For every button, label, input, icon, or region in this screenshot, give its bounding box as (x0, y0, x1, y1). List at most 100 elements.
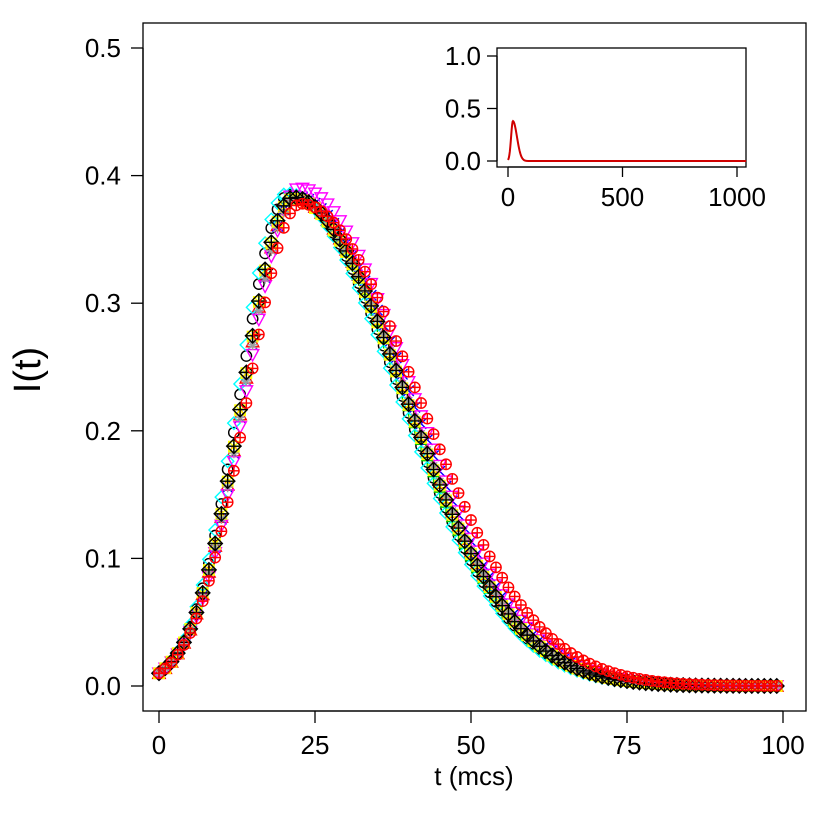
marker-circle-plus-lines (490, 562, 502, 573)
marker-diamond-plus-lines (413, 430, 429, 445)
marker-circle-plus-lines (297, 198, 308, 209)
x-axis: 0 25 50 75 100 t (mcs) (152, 710, 805, 791)
marker-triangle-down (488, 579, 504, 593)
marker-diamond-plus-lines (407, 413, 423, 429)
inset-y-axis: 0.0 0.5 1.0 (445, 41, 498, 176)
marker-circle-plus-lines (328, 217, 339, 228)
marker-circle-plus-lines (628, 672, 639, 683)
marker-circle-plus-lines (615, 669, 626, 681)
marker-diamond-plus-lines (239, 365, 254, 380)
marker-diamond-plus-lines (257, 262, 273, 277)
marker-triangle-down (507, 606, 523, 621)
marker-triangle-down (357, 263, 373, 277)
inset-x-axis: 0 500 1000 (501, 166, 766, 212)
marker-circle-plus-lines (228, 465, 240, 476)
data-series-group (150, 182, 785, 695)
marker-diamond-plus-lines (463, 546, 479, 561)
main-plot-area: 0 25 50 75 100 t (mcs) 0.0 0.1 0.2 0.3 0.4 0.5 I(t) (7, 22, 807, 791)
data-series (150, 189, 785, 695)
marker-circle-plus-lines (197, 595, 208, 607)
marker-circle-plus-lines (222, 497, 233, 508)
marker-circle-plus-lines (322, 211, 333, 222)
marker-circle-plus-lines (334, 225, 346, 236)
x-tick-label: 75 (613, 730, 642, 760)
marker-triangle-down (501, 598, 516, 612)
marker-diamond-plus-lines (245, 328, 260, 343)
marker-circle-plus-lines (578, 655, 589, 666)
marker-circle-plus-lines (178, 639, 190, 651)
marker-diamond-plus-lines (345, 256, 360, 271)
data-series (153, 197, 783, 692)
marker-diamond-plus-lines (432, 477, 447, 493)
data-series (151, 186, 784, 694)
marker-diamond-plus-lines (420, 446, 435, 461)
y-tick-label: 0.2 (85, 416, 121, 446)
marker-triangle-down (338, 225, 354, 240)
marker-circle-plus-lines (634, 673, 645, 685)
marker-diamond-plus-lines (201, 562, 217, 578)
marker-circle-plus-lines (397, 351, 408, 362)
marker-diamond-plus-lines (382, 346, 398, 362)
marker-diamond-plus-lines (226, 438, 242, 454)
marker-circle-plus-lines (359, 266, 371, 277)
marker-diamond-plus-lines (370, 314, 385, 329)
marker-circle-plus-lines (384, 320, 396, 332)
marker-circle-plus-lines (609, 667, 620, 679)
marker-circle-plus-lines (447, 473, 458, 485)
inset-x-tick-label: 1000 (708, 182, 766, 212)
x-tick-label: 0 (152, 730, 166, 760)
marker-diamond-plus-lines (426, 462, 441, 477)
marker-triangle-down (482, 568, 498, 583)
marker-circle-plus-lines (259, 297, 271, 308)
marker-diamond-plus-lines (270, 213, 285, 228)
marker-asterisk (259, 273, 271, 284)
marker-circle-plus-lines (284, 208, 296, 219)
marker-diamond (214, 489, 229, 505)
marker-diamond-plus-lines (214, 506, 229, 521)
marker-diamond-plus-lines (476, 569, 491, 584)
data-series (153, 192, 783, 692)
marker-diamond-plus-lines (363, 298, 379, 314)
marker-circle-plus-lines (378, 306, 389, 317)
y-tick-label: 0.4 (85, 161, 121, 191)
marker-triangle-down (494, 589, 510, 603)
marker-circle-plus-lines (453, 487, 464, 499)
marker-diamond-plus-lines (451, 520, 466, 536)
marker-triangle-down (320, 198, 335, 212)
x-tick-label: 25 (301, 730, 330, 760)
marker-circle-plus-lines (465, 514, 477, 526)
marker-triangle-down (295, 182, 310, 197)
marker-circle-plus-lines (646, 675, 658, 687)
marker-circle-plus-lines (428, 428, 439, 440)
marker-circle-plus-lines (422, 413, 433, 424)
marker-diamond-plus-lines (438, 492, 454, 508)
marker-diamond-plus-lines (563, 658, 579, 673)
marker-diamond (220, 454, 235, 469)
marker-triangle-down (476, 557, 491, 571)
marker-diamond-plus-lines (488, 589, 504, 604)
marker-asterisk (266, 245, 277, 256)
marker-diamond-plus-lines (569, 661, 585, 676)
marker-circle-plus-lines (266, 268, 277, 279)
marker-circle-plus-lines (472, 527, 483, 538)
marker-circle-plus-lines (303, 199, 314, 211)
marker-diamond-plus-lines (207, 536, 223, 551)
marker-diamond (232, 376, 248, 392)
marker-diamond-plus-lines (395, 380, 410, 395)
marker-circle-plus-lines (278, 222, 289, 234)
marker-circle-plus-lines (415, 397, 427, 409)
x-axis-title: t (mcs) (434, 761, 513, 791)
marker-diamond (226, 415, 242, 431)
marker-diamond-plus-lines (445, 507, 460, 522)
data-series (151, 190, 785, 692)
marker-asterisk (241, 375, 252, 387)
marker-circle-plus-lines (590, 661, 601, 672)
marker-diamond-plus-lines (457, 534, 472, 549)
data-series (153, 194, 782, 692)
marker-circle-plus-lines (497, 572, 508, 583)
marker-circle-plus-lines (540, 627, 552, 639)
marker-circle-plus-lines (515, 599, 527, 611)
marker-diamond-plus-lines (220, 473, 235, 489)
marker-diamond-plus-lines (388, 363, 404, 378)
marker-circle-plus-lines (509, 591, 520, 602)
